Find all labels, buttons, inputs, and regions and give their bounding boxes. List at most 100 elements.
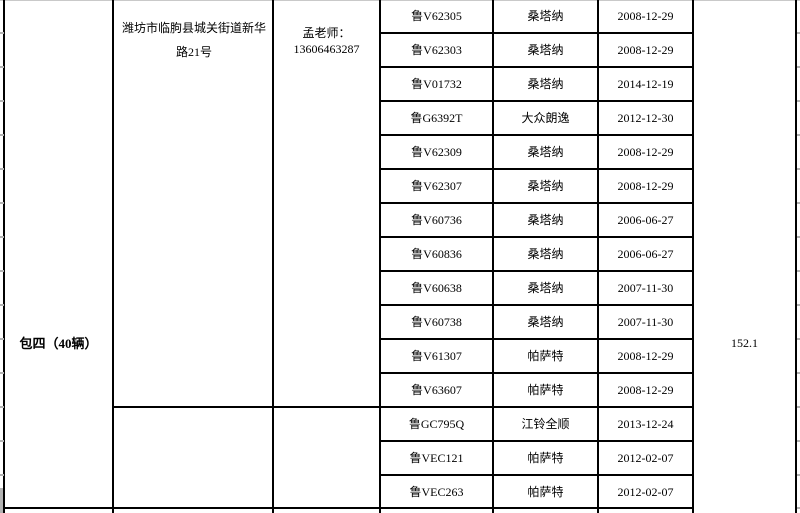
date-cell: 2007-11-30 [617, 281, 674, 295]
right-edge-tick [797, 304, 800, 306]
right-edge-tick [797, 134, 800, 136]
date-cell: 2008-12-29 [617, 179, 674, 193]
package-label: 包四（40辆） [19, 336, 98, 351]
date-cell: 2014-12-19 [617, 77, 674, 91]
grid-group-hline [113, 406, 693, 408]
left-edge-tick [0, 304, 4, 306]
plate-cell: 鲁G6392T [410, 111, 463, 125]
model-cell: 桑塔纳 [527, 213, 564, 227]
date-cell: 2008-12-29 [617, 43, 674, 57]
address-cell: 潍坊市临朐县城关街道新华路21号 [121, 21, 266, 59]
grid-hline [380, 270, 693, 272]
contact-name: 孟老师： [302, 26, 351, 40]
grid-hline [380, 304, 693, 306]
contact-phone: 13606463287 [293, 42, 360, 56]
model-cell: 桑塔纳 [527, 9, 564, 23]
grid-hline [380, 134, 693, 136]
plate-cell: 鲁V60836 [411, 247, 462, 261]
left-edge-tick [0, 270, 4, 272]
right-edge-tick [797, 338, 800, 340]
date-cell: 2007-11-30 [617, 315, 674, 329]
plate-cell: 鲁V62305 [411, 9, 462, 23]
left-edge-gray-segment [0, 488, 3, 513]
grid-vline [795, 0, 797, 513]
grid-hline [380, 474, 693, 476]
date-cell: 2013-12-24 [617, 417, 674, 431]
left-edge-tick [0, 338, 4, 340]
grid-hline [380, 32, 693, 34]
grid-hline [380, 202, 693, 204]
left-edge-tick [0, 202, 4, 204]
grid-hline [380, 440, 693, 442]
grid-vline [492, 0, 494, 513]
top-gridline [0, 0, 800, 1]
left-edge-tick [0, 474, 4, 476]
left-edge-tick [0, 168, 4, 170]
plate-cell: 鲁V01732 [411, 77, 462, 91]
plate-cell: 鲁V60736 [411, 213, 462, 227]
left-edge-tick [0, 32, 4, 34]
model-cell: 桑塔纳 [527, 281, 564, 295]
grid-hline [380, 372, 693, 374]
date-cell: 2008-12-29 [617, 349, 674, 363]
plate-cell: 鲁V62303 [411, 43, 462, 57]
right-edge-tick [797, 372, 800, 374]
right-edge-tick [797, 100, 800, 102]
grid-hline [380, 338, 693, 340]
model-cell: 桑塔纳 [527, 315, 564, 329]
grid-hline [380, 100, 693, 102]
model-cell: 大众朗逸 [521, 111, 570, 125]
total-value-cell: 152.1 [731, 336, 758, 350]
model-cell: 桑塔纳 [527, 179, 564, 193]
date-cell: 2006-06-27 [617, 247, 674, 261]
right-edge-tick [797, 406, 800, 408]
date-cell: 2012-02-07 [617, 451, 674, 465]
plate-cell: 鲁V62309 [411, 145, 462, 159]
left-edge-tick [0, 372, 4, 374]
date-cell: 2012-02-07 [617, 485, 674, 499]
grid-vline [379, 0, 381, 513]
plate-cell: 鲁V60638 [411, 281, 462, 295]
right-edge-tick [797, 202, 800, 204]
left-edge-tick [0, 66, 4, 68]
date-cell: 2008-12-29 [617, 383, 674, 397]
right-edge-tick [797, 270, 800, 272]
grid-vline [597, 0, 599, 513]
plate-cell: 鲁V62307 [411, 179, 462, 193]
grid-hline [380, 66, 693, 68]
left-edge-tick [0, 440, 4, 442]
right-edge-tick [797, 168, 800, 170]
model-cell: 桑塔纳 [527, 247, 564, 261]
grid-vline [3, 0, 5, 513]
model-cell: 江铃全顺 [521, 417, 570, 431]
contact-cell: 孟老师： 13606463287 [277, 25, 376, 57]
right-edge-tick [797, 474, 800, 476]
plate-cell: 鲁VEC263 [409, 485, 464, 499]
right-edge-tick [797, 440, 800, 442]
right-edge-tick [797, 66, 800, 68]
model-cell: 桑塔纳 [527, 77, 564, 91]
plate-cell: 鲁GC795Q [408, 417, 465, 431]
left-edge-tick [0, 236, 4, 238]
date-cell: 2008-12-29 [617, 145, 674, 159]
grid-vline [692, 0, 694, 513]
grid-vline [112, 0, 114, 513]
grid-bottom-hline [4, 507, 693, 509]
date-cell: 2008-12-29 [617, 9, 674, 23]
plate-cell: 鲁VEC121 [409, 451, 464, 465]
plate-cell: 鲁V61307 [411, 349, 462, 363]
right-edge-tick [797, 236, 800, 238]
model-cell: 帕萨特 [527, 383, 564, 397]
right-edge-tick [797, 32, 800, 34]
grid-hline [380, 168, 693, 170]
plate-cell: 鲁V63607 [411, 383, 462, 397]
date-cell: 2006-06-27 [617, 213, 674, 227]
grid-hline [380, 236, 693, 238]
grid-vline [272, 0, 274, 513]
right-edge-tick [797, 507, 800, 509]
left-edge-tick [0, 406, 4, 408]
model-cell: 帕萨特 [527, 349, 564, 363]
model-cell: 帕萨特 [527, 485, 564, 499]
model-cell: 桑塔纳 [527, 145, 564, 159]
